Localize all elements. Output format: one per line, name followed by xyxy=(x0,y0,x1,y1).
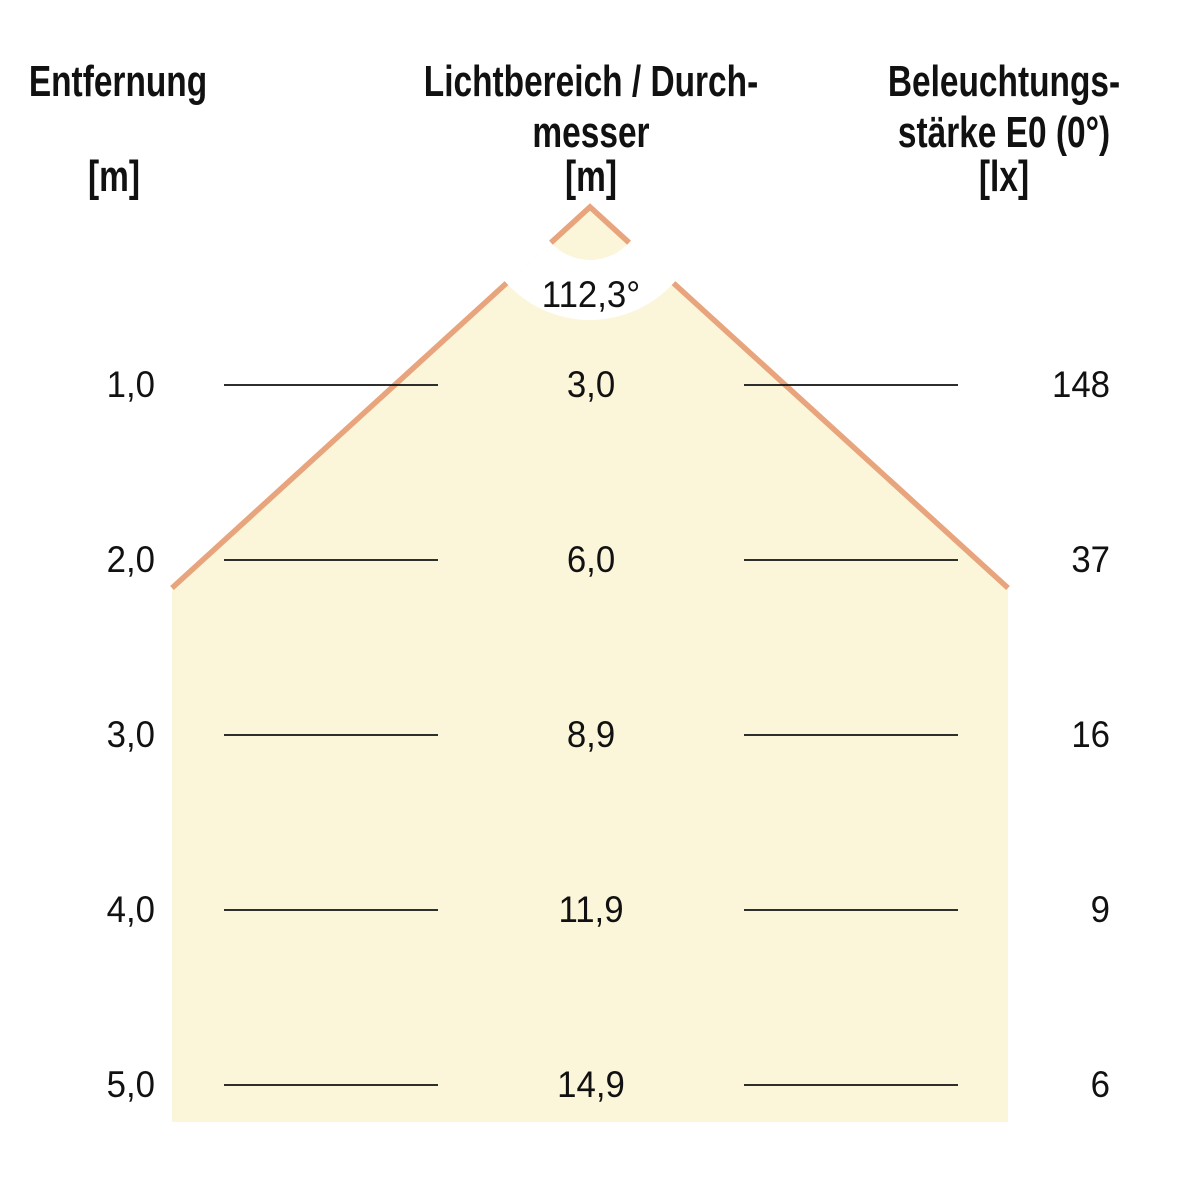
column-header-distance: Entfernung xyxy=(28,57,208,106)
unit-label-illuminance: [lx] xyxy=(978,152,1030,201)
distance-value: 3,0 xyxy=(106,714,155,755)
illuminance-value: 6 xyxy=(1090,1064,1110,1105)
column-header-illuminance: Beleuchtungs- stärke E0 (0°) xyxy=(887,57,1121,157)
distance-value: 2,0 xyxy=(106,539,155,580)
row-reference-lines xyxy=(224,384,958,1086)
distance-value: 5,0 xyxy=(106,1064,155,1105)
distance-value: 4,0 xyxy=(106,889,155,930)
illuminance-value: 16 xyxy=(1071,714,1110,755)
beam-fill-shape xyxy=(172,207,1008,1122)
beam-edge-left xyxy=(170,281,509,591)
diameter-value: 11,9 xyxy=(558,889,624,930)
diameter-value: 6,0 xyxy=(566,539,616,580)
unit-label-distance: [m] xyxy=(87,152,141,201)
column-header-diameter: Lichtbereich / Durch- messer xyxy=(423,57,759,157)
illuminance-value: 148 xyxy=(1051,364,1110,405)
beam-apex-wedge-outline xyxy=(549,203,631,245)
diameter-value: 8,9 xyxy=(566,714,616,755)
beam-angle-gap-arc xyxy=(506,241,674,320)
beam-edge-right xyxy=(671,281,1010,591)
diameter-value: 3,0 xyxy=(566,364,616,405)
illuminance-value: 37 xyxy=(1071,539,1110,580)
illuminance-value: 9 xyxy=(1090,889,1110,930)
beam-angle-label: 112,3° xyxy=(541,274,641,315)
unit-label-diameter: [m] xyxy=(564,152,618,201)
distance-value: 1,0 xyxy=(106,364,155,405)
diameter-value: 14,9 xyxy=(557,1064,625,1105)
